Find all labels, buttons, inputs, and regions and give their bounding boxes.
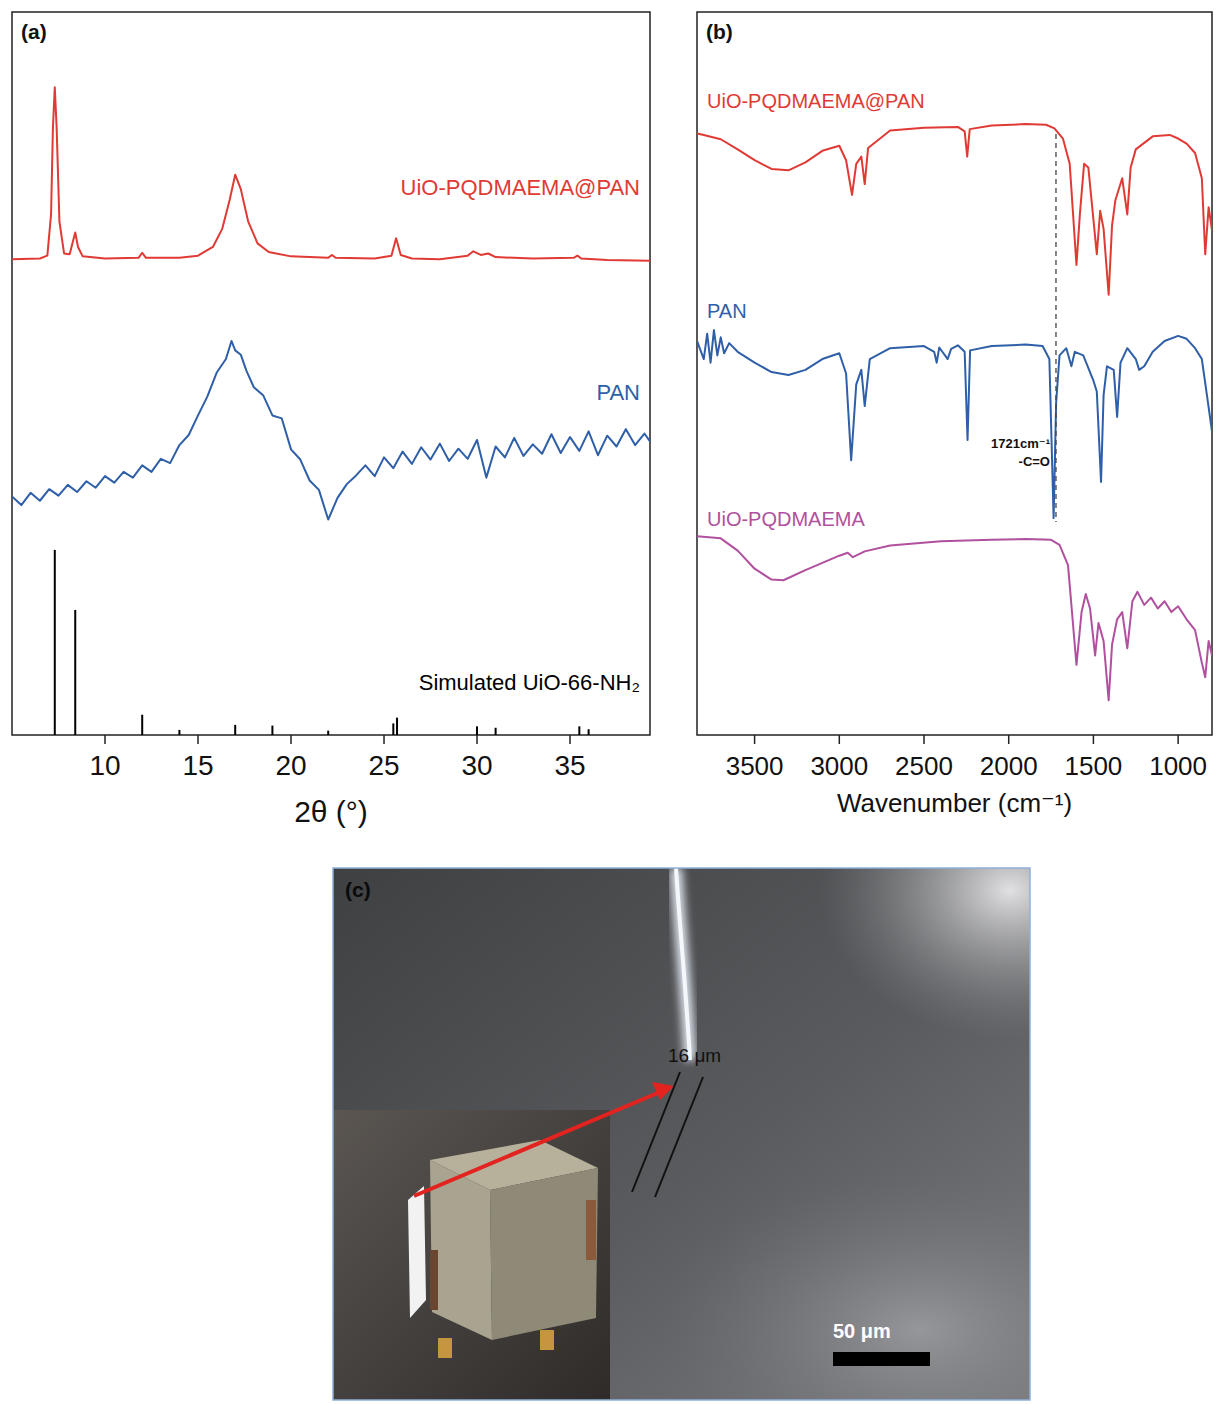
series-label: UiO-PQDMAEMA@PAN [401,175,641,200]
x-tick [1177,735,1179,744]
photo-frame [333,868,1030,1400]
series-line [12,341,650,520]
series-label: UiO-PQDMAEMA [707,508,865,530]
photo [333,868,1030,1400]
x-axis-title: 2θ (°) [294,795,368,828]
stick [74,610,76,735]
series-label: Simulated UiO-66-NH₂ [419,670,640,695]
inset-photo [333,1110,610,1400]
x-tick-label: 25 [368,750,399,781]
stick [588,729,590,735]
x-tick-label: 2500 [895,751,953,781]
x-tick-label: 3000 [810,751,868,781]
cube-clip [586,1200,596,1260]
cube-side [490,1168,598,1340]
plot-marks [697,124,1212,700]
x-tick-label: 3500 [726,751,784,781]
annotation-text: -C=O [1019,454,1050,469]
x-tick-label: 35 [554,750,585,781]
stick [578,726,580,735]
x-tick [476,735,478,744]
series-label: PAN [707,300,747,322]
plot-marks [12,87,650,735]
x-tick-label: 30 [461,750,492,781]
x-tick-label: 20 [275,750,306,781]
thickness-line [632,1072,680,1192]
stick [271,726,273,735]
scale-bar-label: 50 μm [833,1320,891,1342]
thickness-label: 16 μm [668,1045,721,1066]
x-tick [1008,735,1010,744]
plot-frame [697,12,1212,735]
figure: 10 15 20 25 30 35 2θ (°) (a) UiO-PQDMAEMA@PAN PAN… [0,0,1220,1404]
series-line [12,87,650,261]
plot-frame [12,12,650,735]
stick [476,726,478,735]
stick [327,731,329,735]
annotation-line [1055,134,1056,522]
cube-foot [540,1330,554,1350]
x-tick [104,735,106,744]
cube-clip [430,1250,438,1310]
scale-bar [833,1352,930,1366]
x-tick-label: 2000 [980,751,1038,781]
fiber [676,868,690,1060]
thickness-line [655,1077,703,1197]
panel-label: (c) [345,878,371,901]
stick [392,723,394,735]
annotation-text: 1721cm⁻¹ [991,436,1050,451]
x-tick-label: 10 [89,750,120,781]
series-line [697,124,1212,295]
cube-foot [438,1338,452,1358]
fiber-core [676,868,690,1060]
x-axis-title: Wavenumber (cm⁻¹) [837,788,1072,818]
arrow-shaft [414,1092,660,1196]
x-tick [839,735,841,744]
light-glare [820,868,1030,1040]
series-label: PAN [596,380,640,405]
stick [495,728,497,735]
x-tick-label: 1000 [1149,751,1207,781]
x-tick [754,735,756,744]
stick [54,550,56,735]
stick [396,718,398,735]
x-tick [383,735,385,744]
x-tick [923,735,925,744]
panel-label: (b) [706,20,733,43]
x-tick [1093,735,1095,744]
x-tick [197,735,199,744]
sample-sheet [408,1186,426,1318]
series-label: UiO-PQDMAEMA@PAN [707,90,925,112]
x-tick-label: 1500 [1064,751,1122,781]
stick [234,725,236,735]
panel-label: (a) [21,20,47,43]
series-line [697,330,1212,518]
x-tick [290,735,292,744]
stick [141,715,143,735]
light-area [660,1170,1030,1400]
x-tick [569,735,571,744]
stick [178,730,180,735]
x-tick-label: 15 [182,750,213,781]
series-line [697,536,1212,700]
